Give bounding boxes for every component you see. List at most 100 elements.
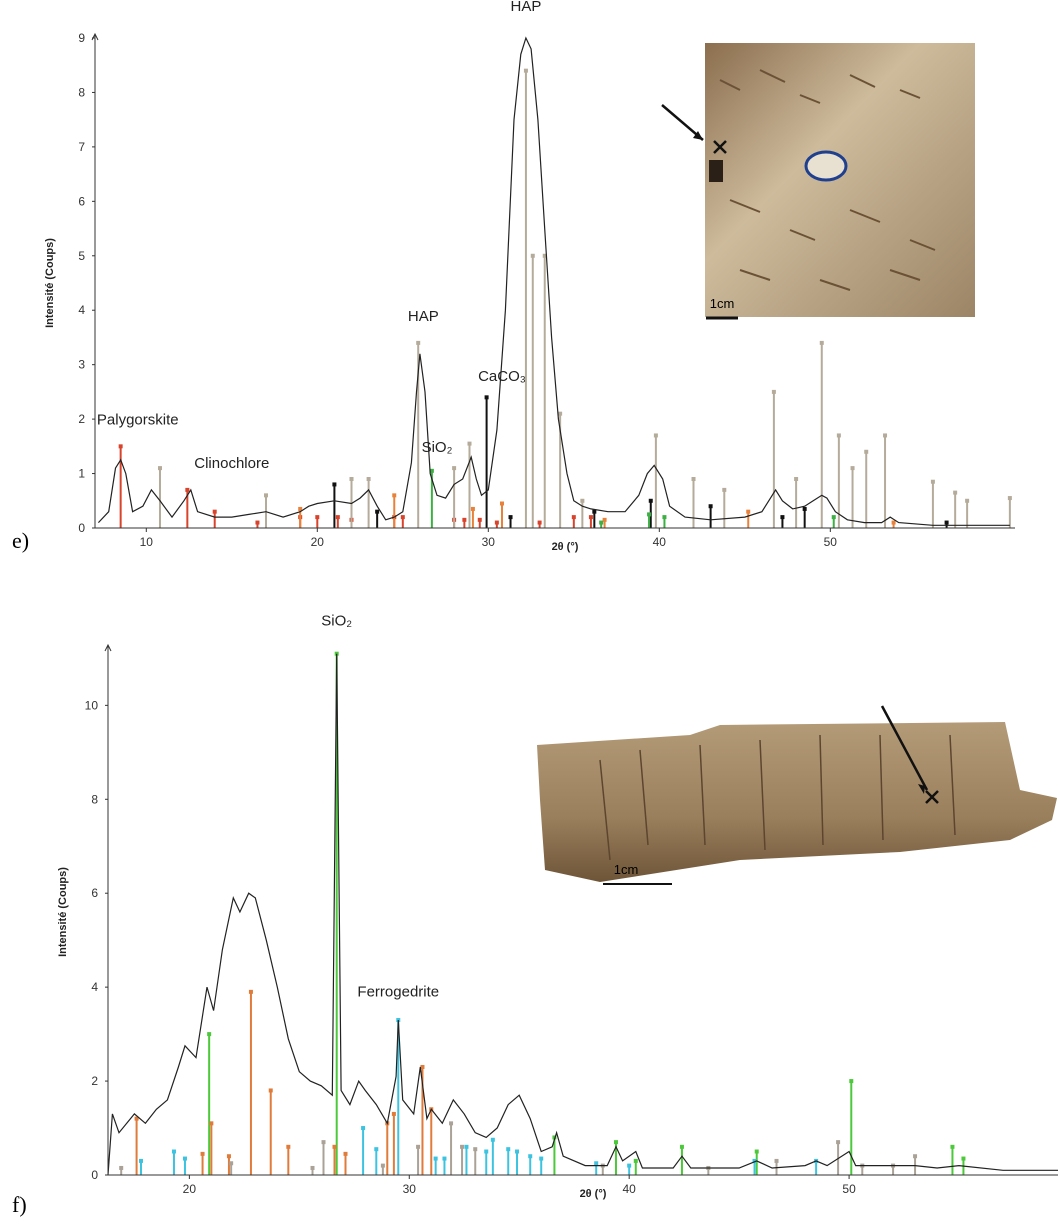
- stick-marker: [335, 515, 340, 520]
- stick-marker: [349, 477, 354, 481]
- stick-marker: [523, 68, 528, 73]
- scale-label: 1cm: [614, 862, 639, 877]
- stick-marker: [310, 1165, 315, 1170]
- stick-marker: [420, 1064, 425, 1069]
- stick-marker: [891, 520, 896, 525]
- stick-marker: [392, 493, 397, 498]
- stick-marker: [226, 1154, 231, 1159]
- x-tick-label: 40: [623, 1182, 637, 1196]
- stick-marker: [332, 1144, 337, 1149]
- stick-marker: [321, 1140, 326, 1145]
- stick-marker: [134, 1116, 139, 1121]
- stick-marker: [185, 487, 190, 492]
- stick-marker: [433, 1156, 438, 1161]
- stick-marker: [802, 506, 807, 511]
- stick-marker: [780, 515, 785, 520]
- peak-annotation: HAP: [511, 0, 542, 15]
- stick-marker: [470, 506, 475, 511]
- stick-marker: [171, 1149, 176, 1154]
- stick-marker: [528, 1154, 533, 1159]
- stick-marker: [571, 515, 576, 520]
- stick-marker: [462, 517, 467, 522]
- stick-marker: [602, 517, 607, 522]
- stick-marker: [380, 1163, 385, 1168]
- y-tick-label: 8: [91, 792, 98, 806]
- stick-marker: [613, 1140, 618, 1145]
- x-tick-label: 30: [403, 1182, 417, 1196]
- x-tick-label: 40: [653, 535, 667, 549]
- y-tick-label: 6: [78, 194, 85, 208]
- y-axis-title: Intensité (Coups): [44, 238, 56, 328]
- y-tick-label: 5: [78, 249, 85, 263]
- stick-marker: [343, 1151, 348, 1156]
- stick-marker: [648, 498, 653, 503]
- y-tick-label: 3: [78, 358, 85, 372]
- stick-marker: [552, 1135, 557, 1140]
- stick-marker: [477, 517, 482, 522]
- stick-marker: [484, 395, 489, 400]
- y-tick-label: 1: [78, 467, 85, 481]
- stick-marker: [506, 1147, 511, 1152]
- stick-marker: [467, 441, 472, 446]
- stick-marker: [207, 1032, 212, 1037]
- stick-marker: [298, 506, 303, 511]
- stick-marker: [138, 1158, 143, 1163]
- stick-marker: [400, 515, 405, 520]
- stick-marker: [530, 253, 535, 258]
- stick-marker: [286, 1144, 291, 1149]
- stick-marker: [212, 509, 217, 514]
- stick-marker: [708, 504, 713, 509]
- stick-marker: [429, 468, 434, 473]
- stick-marker: [229, 1161, 234, 1166]
- stick-marker: [965, 498, 970, 503]
- stick-marker: [248, 989, 253, 994]
- stick-marker: [594, 1161, 599, 1166]
- y-tick-label: 2: [78, 412, 85, 426]
- stick-marker: [209, 1121, 214, 1126]
- x-tick-label: 10: [140, 535, 154, 549]
- stick-marker: [944, 520, 949, 525]
- stick-marker: [315, 515, 320, 520]
- axis-arrow: [104, 643, 112, 652]
- stick-marker: [416, 1144, 421, 1149]
- stick-marker: [930, 479, 935, 484]
- scale-label: 1cm: [710, 296, 735, 311]
- y-tick-label: 8: [78, 85, 85, 99]
- stick-marker: [774, 1158, 779, 1163]
- stick-marker: [508, 515, 513, 520]
- peak-annotation: Ferrogedrite: [357, 984, 439, 1001]
- stick-marker: [375, 509, 380, 514]
- stick-marker: [913, 1154, 918, 1159]
- y-tick-label: 0: [78, 521, 85, 535]
- stick-marker: [662, 515, 667, 520]
- sample-photo: [661, 43, 975, 320]
- y-axis-title: Intensité (Coups): [57, 867, 69, 957]
- x-tick-label: 20: [311, 535, 325, 549]
- stick-marker: [264, 493, 269, 498]
- stick-marker: [539, 1156, 544, 1161]
- stick-marker: [449, 1121, 454, 1126]
- stick-marker: [883, 433, 888, 438]
- stick-marker: [771, 389, 776, 394]
- stick-marker: [679, 1144, 684, 1149]
- y-tick-label: 6: [91, 886, 98, 900]
- panel-label: e): [12, 528, 29, 553]
- peak-annotation: Palygorskite: [97, 412, 179, 429]
- x-axis-title: 2θ (°): [552, 541, 579, 553]
- stick-marker: [754, 1149, 759, 1154]
- stick-marker: [1007, 496, 1012, 501]
- stick-marker: [819, 340, 824, 345]
- panel-label: f): [12, 1192, 27, 1217]
- x-axis-title: 2θ (°): [580, 1188, 607, 1200]
- stick-marker: [118, 444, 123, 449]
- stick-marker: [599, 520, 604, 525]
- stick-marker: [157, 466, 162, 471]
- y-tick-label: 7: [78, 140, 85, 154]
- stick-marker: [366, 477, 371, 481]
- x-tick-label: 50: [842, 1182, 856, 1196]
- stick-marker: [950, 1144, 955, 1149]
- stick-marker: [442, 1156, 447, 1161]
- stick-marker: [361, 1126, 366, 1131]
- y-tick-label: 10: [85, 698, 99, 712]
